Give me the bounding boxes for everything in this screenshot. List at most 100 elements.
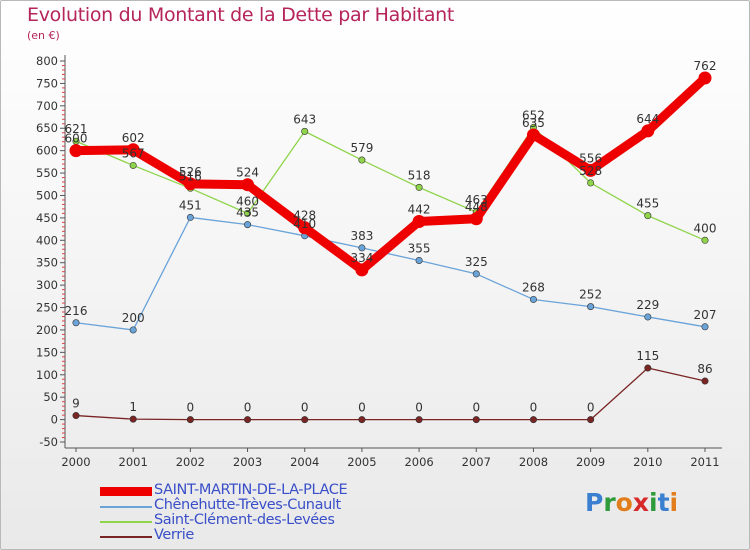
y-tick-label: 500: [36, 188, 58, 202]
x-tick-label: 2002: [176, 455, 205, 469]
data-label: 526: [179, 165, 202, 179]
data-point: [126, 143, 140, 157]
data-label: 0: [358, 401, 366, 415]
x-tick-label: 2000: [61, 455, 90, 469]
legend-label: Verrie: [154, 527, 194, 543]
data-label: 268: [522, 280, 545, 294]
data-label: 334: [350, 251, 373, 265]
logo-letter: P: [585, 488, 604, 517]
series-line: [75, 367, 706, 421]
data-label: 621: [65, 122, 88, 136]
data-point: [644, 313, 652, 321]
data-label: 428: [293, 209, 316, 223]
data-label: 383: [350, 229, 373, 243]
data-label: 516: [179, 169, 202, 183]
data-point: [244, 221, 252, 229]
data-label: 86: [697, 362, 712, 376]
data-point: [641, 124, 655, 138]
y-tick-label: 50: [43, 390, 58, 404]
x-tick-label: 2007: [462, 455, 491, 469]
data-point: [358, 416, 366, 424]
data-label: 528: [579, 164, 602, 178]
data-label: 400: [694, 221, 717, 235]
legend-swatch: [100, 506, 152, 508]
data-label: 567: [122, 146, 145, 160]
series-line: [75, 216, 706, 331]
data-label: 0: [587, 401, 595, 415]
y-tick-label: 150: [36, 345, 58, 359]
line-chart: -500501001502002503003504004505005506006…: [36, 54, 722, 469]
data-label: 442: [408, 202, 431, 216]
data-point: [244, 416, 252, 424]
legend-label: Chênehutte-Trèves-Cunault: [154, 497, 341, 513]
series-2: [72, 123, 709, 244]
data-label: 463: [465, 193, 488, 207]
data-label: 229: [636, 298, 659, 312]
data-point: [183, 177, 197, 191]
data-label: 216: [65, 304, 88, 318]
data-labels: 600 602 526 524 428 334 442 448 635 556 644 762 216 2…: [65, 59, 717, 415]
data-point: [186, 416, 194, 424]
data-point: [412, 214, 426, 228]
y-tick-label: 450: [36, 211, 58, 225]
chart-title: Evolution du Montant de la Dette par Hab…: [27, 4, 455, 26]
legend-label: Saint-Clément-des-Levées: [154, 512, 335, 528]
proxiti-logo: Proxiti: [585, 488, 678, 517]
series-layer: [69, 71, 712, 424]
data-label: 9: [72, 397, 80, 411]
data-label: 448: [465, 200, 488, 214]
data-label: 455: [636, 197, 659, 211]
series-3: [72, 364, 709, 424]
data-point: [644, 364, 652, 372]
data-label: 579: [350, 141, 373, 155]
data-point: [301, 127, 309, 135]
data-point: [415, 183, 423, 191]
x-tick-label: 2006: [404, 455, 433, 469]
data-point: [472, 416, 480, 424]
data-point: [701, 236, 709, 244]
data-label: 652: [522, 108, 545, 122]
y-tick-label: 350: [36, 256, 58, 270]
data-label: 518: [408, 168, 431, 182]
series-line: [71, 73, 710, 275]
logo-letter: i: [649, 488, 658, 517]
data-label: 252: [579, 288, 602, 302]
y-axis: -50 0 50 100 150 200 250 300 350 400 450 500 550 600 6…: [36, 54, 66, 449]
data-point: [186, 213, 194, 221]
data-label: 207: [694, 308, 717, 322]
logo-letter: r: [603, 488, 616, 517]
data-point: [358, 156, 366, 164]
data-point: [355, 263, 369, 277]
logo-letter: i: [669, 488, 679, 517]
legend-swatch: [100, 521, 152, 523]
data-point: [526, 128, 540, 142]
data-point: [301, 416, 309, 424]
y-tick-label: 300: [36, 278, 58, 292]
series-line: [75, 126, 706, 241]
chart-subtitle: (en €): [27, 29, 60, 42]
data-point: [587, 179, 595, 187]
data-label: 644: [636, 112, 659, 126]
data-point: [298, 221, 312, 235]
legend-swatch: [100, 536, 152, 538]
data-point: [529, 295, 537, 303]
y-tick-label: 700: [36, 99, 58, 113]
data-point: [701, 323, 709, 331]
y-tick-label: 400: [36, 233, 58, 247]
data-label: 451: [179, 198, 202, 212]
data-label: 602: [122, 131, 145, 145]
data-label: 0: [244, 401, 252, 415]
data-label: 643: [293, 112, 316, 126]
data-point: [469, 212, 483, 226]
y-tick-label: 200: [36, 323, 58, 337]
data-point: [584, 163, 598, 177]
data-point: [529, 416, 537, 424]
data-label: 325: [465, 255, 488, 269]
data-label: 0: [472, 401, 480, 415]
y-tick-label: 650: [36, 121, 58, 135]
x-tick-label: 2011: [690, 455, 719, 469]
data-label: 1: [129, 400, 137, 414]
y-tick-label: 800: [36, 54, 58, 68]
data-label: 200: [122, 311, 145, 325]
data-point: [241, 178, 255, 192]
